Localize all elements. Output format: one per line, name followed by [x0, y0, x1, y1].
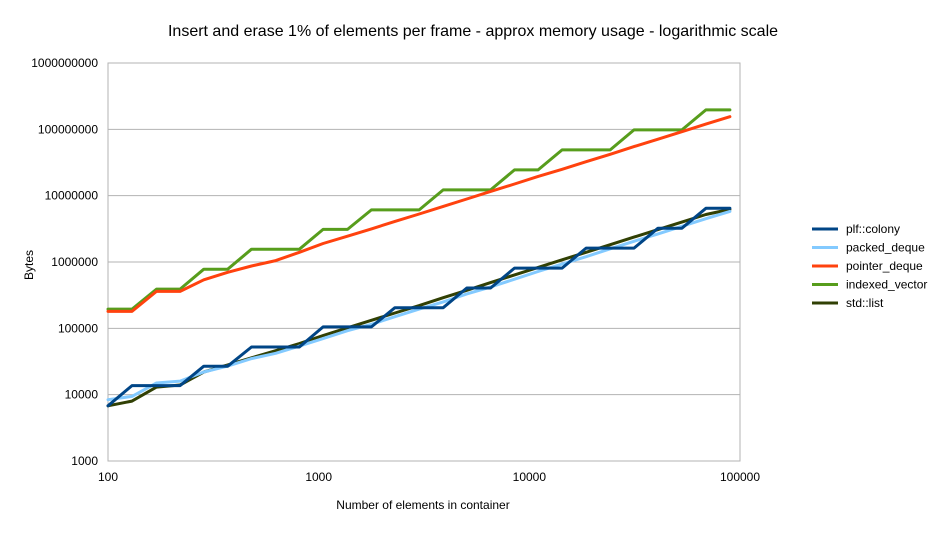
legend: plf::colonypacked_dequepointer_dequeinde…: [812, 222, 927, 310]
y-axis-title: Bytes: [22, 250, 36, 280]
y-tick-label: 10000000: [45, 189, 99, 203]
y-tick-label: 100000000: [38, 122, 98, 136]
x-axis-title: Number of elements in container: [336, 498, 509, 512]
series-lines: [106, 108, 732, 408]
y-tick-label: 1000: [71, 454, 98, 468]
series-line-plf-colony: [106, 206, 732, 408]
grid-lines: [108, 62, 740, 462]
legend-label: pointer_deque: [846, 259, 923, 273]
legend-label: std::list: [846, 296, 884, 310]
y-tick-label: 100000: [58, 321, 98, 335]
plot-area: [107, 62, 741, 462]
y-tick-label: 1000000: [51, 255, 98, 269]
chart-title: Insert and erase 1% of elements per fram…: [168, 23, 778, 40]
series-line-pointer-deque: [106, 115, 732, 313]
x-tick-label: 100000: [720, 470, 760, 484]
x-tick-label: 100: [98, 470, 118, 484]
x-axis-tick-labels: 100 1000 10000 100000: [98, 470, 760, 484]
legend-label: packed_deque: [846, 241, 925, 255]
legend-label: plf::colony: [846, 222, 900, 236]
y-axis-tick-labels: 1000 10000 100000 1000000 10000000 100000000 1…: [31, 56, 98, 468]
y-tick-label: 10000: [65, 388, 99, 402]
x-tick-label: 10000: [513, 470, 547, 484]
y-tick-label: 1000000000: [31, 56, 98, 70]
x-tick-label: 1000: [305, 470, 332, 484]
series-line-indexed-vector: [106, 108, 732, 311]
legend-label: indexed_vector: [846, 278, 927, 292]
